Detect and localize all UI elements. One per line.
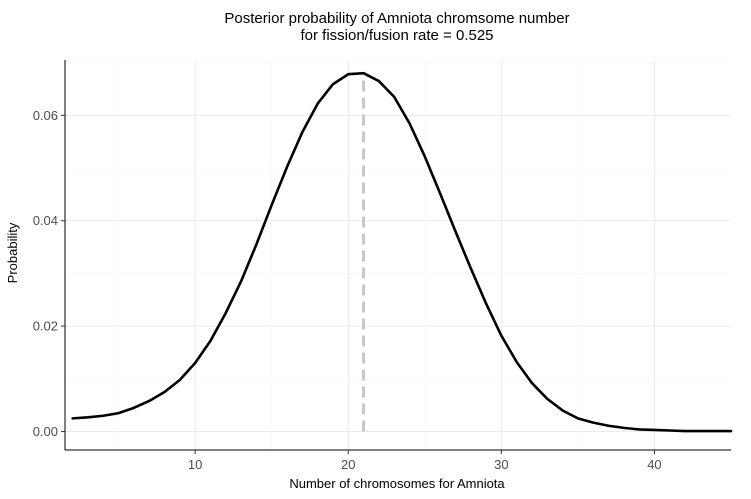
posterior-curve <box>71 71 733 433</box>
y-tick-label: 0.06 <box>33 108 58 123</box>
chart-title-line-2: for fission/fusion rate = 0.525 <box>300 27 493 44</box>
x-tick-label: 20 <box>341 457 355 472</box>
y-tick-label: 0.00 <box>33 424 58 439</box>
chart-title-line-1: Posterior probability of Amniota chromso… <box>224 10 569 27</box>
y-tick-label: 0.04 <box>33 213 58 228</box>
y-tick-label: 0.02 <box>33 319 58 334</box>
y-axis-title: Probability <box>5 222 20 283</box>
x-tick-label: 10 <box>188 457 202 472</box>
x-axis-title: Number of chromosomes for Amniota <box>289 476 505 491</box>
y-axis-ticks: 0.00 0.02 0.04 0.06 <box>33 108 65 439</box>
x-tick-label: 30 <box>494 457 508 472</box>
grid <box>65 60 731 450</box>
x-axis-ticks: 10 20 30 40 <box>188 450 662 472</box>
x-tick-label: 40 <box>647 457 661 472</box>
